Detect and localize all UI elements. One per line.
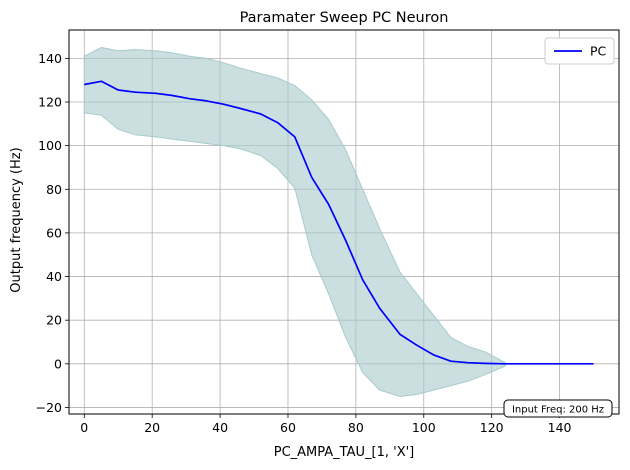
y-axis-title: Output frequency (Hz) <box>9 147 24 292</box>
y-tick-label: 100 <box>38 138 62 153</box>
x-tick-label: 140 <box>548 420 572 435</box>
annotation-text: Input Freq: 200 Hz <box>512 405 604 416</box>
x-tick-label: 20 <box>144 420 160 435</box>
chart-title: Paramater Sweep PC Neuron <box>240 10 449 26</box>
y-tick-label: 60 <box>46 225 62 240</box>
y-tick-label: 40 <box>46 269 62 284</box>
axes-frame <box>68 29 620 415</box>
x-tick-label: 40 <box>212 420 228 435</box>
input-frequency-annotation: Input Freq: 200 Hz <box>503 399 613 418</box>
x-tick-label: 60 <box>280 420 296 435</box>
x-tick-label: 100 <box>412 420 436 435</box>
x-tick-label: 0 <box>80 420 88 435</box>
y-tick-label: 20 <box>46 313 62 328</box>
x-tick-label: 120 <box>480 420 504 435</box>
y-tick-label: −20 <box>36 400 62 415</box>
y-tick-label: 0 <box>54 356 62 371</box>
x-axis-title: PC_AMPA_TAU_[1, 'X'] <box>274 445 415 460</box>
y-tick-label: 80 <box>46 182 62 197</box>
y-tick-label: 140 <box>38 51 62 66</box>
legend: PC <box>544 37 615 65</box>
plot-area: 0 20 40 60 80 100 120 140 −20 0 20 40 60 80 100 120 140 <box>36 29 620 435</box>
legend-label-pc: PC <box>590 44 607 59</box>
series-line-pc <box>84 80 594 365</box>
y-tick-label: 120 <box>38 95 62 110</box>
x-tick-label: 80 <box>348 420 364 435</box>
annotation-box <box>503 399 613 418</box>
confidence-band <box>83 46 506 398</box>
